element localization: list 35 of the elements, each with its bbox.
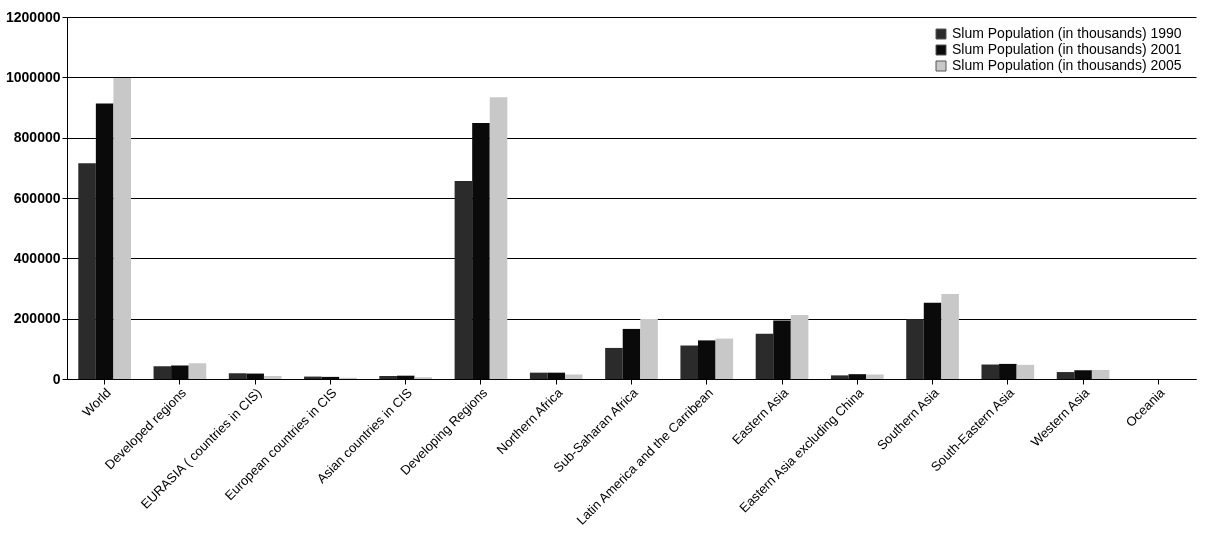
bar	[605, 347, 623, 379]
bar	[755, 333, 774, 379]
bar	[188, 363, 207, 379]
y-tick-label: 600000	[13, 189, 61, 206]
bar	[1091, 369, 1110, 379]
bar	[454, 181, 473, 379]
bar	[1056, 372, 1075, 379]
bar	[228, 373, 247, 379]
bar	[529, 372, 548, 379]
bar	[565, 374, 583, 379]
legend-label: Slum Population (in thousands) 2005	[952, 57, 1182, 73]
y-tick-label: 400000	[13, 249, 61, 266]
bar	[640, 318, 658, 379]
bar	[866, 374, 884, 379]
y-tick-label: 0	[52, 370, 61, 387]
legend-label: Slum Population (in thousands) 2001	[952, 41, 1182, 57]
bar	[830, 375, 849, 379]
bar	[906, 319, 924, 379]
legend-label: Slum Population (in thousands) 1990	[952, 25, 1182, 41]
bar	[680, 345, 698, 379]
y-tick-label: 200000	[13, 310, 61, 327]
y-tick-label: 1200000	[5, 8, 61, 25]
bar	[113, 77, 131, 379]
bar	[790, 315, 809, 379]
y-tick-label: 1000000	[5, 68, 61, 85]
bar	[263, 375, 282, 379]
bar	[78, 163, 96, 379]
bar	[153, 366, 172, 379]
bar	[489, 97, 508, 379]
bar	[981, 364, 1000, 379]
bar	[715, 338, 734, 379]
bar	[941, 293, 959, 379]
bar	[1016, 364, 1035, 379]
bar	[379, 375, 397, 379]
y-tick-label: 800000	[13, 129, 61, 146]
